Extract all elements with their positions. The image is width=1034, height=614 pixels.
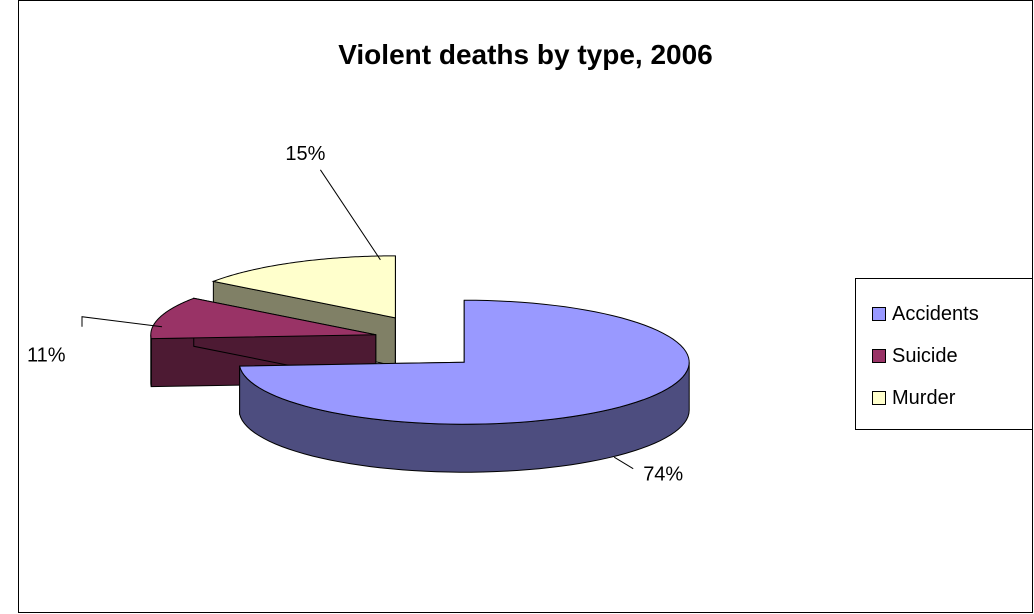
leader-line-accidents <box>613 456 634 470</box>
data-label-murder: 15% <box>285 143 325 165</box>
leader-line-suicide <box>81 316 163 328</box>
data-label-accidents: 74% <box>643 464 683 486</box>
pie-slice-murder-top <box>211 255 396 319</box>
legend-swatch-accidents <box>872 307 886 321</box>
pie-chart: 74% 11% 15% <box>27 143 690 486</box>
pie-slice-suicide-top <box>150 297 376 340</box>
chart-area: Violent deaths by type, 2006 74% 11% 15% A… <box>18 0 1033 613</box>
legend-swatch-suicide <box>872 349 886 363</box>
legend-item-suicide: Suicide <box>856 335 1032 377</box>
legend-label-murder: Murder <box>892 386 956 409</box>
pie-slice-accidents-top <box>238 299 690 425</box>
legend-label-suicide: Suicide <box>892 344 958 367</box>
legend: Accidents Suicide Murder <box>855 278 1033 430</box>
data-label-suicide: 11% <box>27 345 66 367</box>
pie-slice-accidents <box>238 299 690 473</box>
leader-line-murder <box>319 169 381 261</box>
legend-item-murder: Murder <box>856 377 1032 419</box>
legend-label-accidents: Accidents <box>892 302 979 325</box>
chart-title: Violent deaths by type, 2006 <box>338 39 713 70</box>
legend-swatch-murder <box>872 391 886 405</box>
legend-item-accidents: Accidents <box>856 293 1032 335</box>
